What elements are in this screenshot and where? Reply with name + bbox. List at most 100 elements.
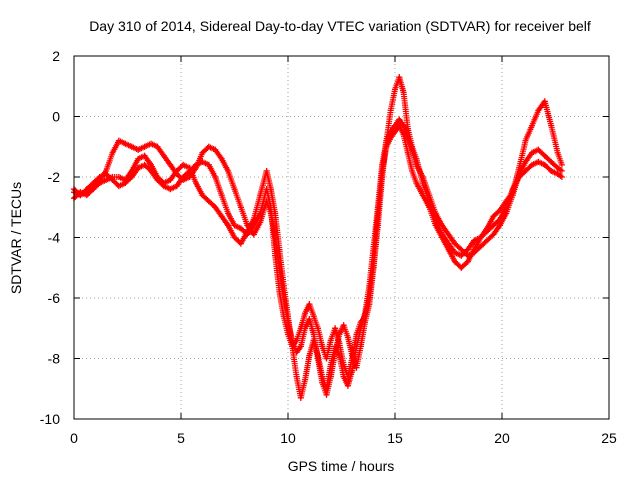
data-point bbox=[496, 216, 503, 223]
data-point bbox=[323, 391, 330, 398]
data-point bbox=[148, 161, 155, 168]
data-point bbox=[535, 107, 542, 114]
data-point bbox=[199, 149, 206, 156]
data-point bbox=[404, 149, 411, 156]
data-point bbox=[267, 204, 274, 211]
data-point bbox=[115, 174, 122, 180]
data-point bbox=[285, 331, 291, 338]
x-tick-label: 5 bbox=[177, 430, 185, 446]
data-point bbox=[250, 222, 257, 229]
data-point bbox=[439, 222, 446, 229]
series-track-3 bbox=[71, 122, 565, 380]
data-point bbox=[409, 167, 416, 174]
data-point bbox=[396, 122, 403, 129]
data-point bbox=[548, 122, 555, 129]
data-point bbox=[160, 183, 167, 190]
data-point bbox=[289, 343, 296, 350]
data-point bbox=[205, 198, 212, 205]
data-points bbox=[71, 74, 565, 401]
data-point bbox=[302, 376, 309, 383]
data-point bbox=[272, 252, 279, 259]
data-point bbox=[280, 282, 287, 289]
data-point bbox=[344, 382, 351, 389]
data-point bbox=[173, 167, 180, 174]
data-point bbox=[83, 192, 90, 199]
data-point bbox=[319, 373, 326, 380]
data-point bbox=[458, 246, 465, 253]
x-tick-label: 10 bbox=[280, 430, 296, 446]
data-point bbox=[432, 222, 439, 229]
y-tick-label: 2 bbox=[52, 48, 60, 64]
data-point bbox=[148, 140, 155, 147]
data-point bbox=[306, 352, 313, 359]
data-point bbox=[180, 161, 187, 168]
data-point bbox=[96, 174, 103, 180]
data-point bbox=[128, 174, 135, 180]
data-point bbox=[392, 128, 398, 135]
data-point bbox=[297, 325, 304, 332]
data-point bbox=[276, 288, 283, 295]
data-point bbox=[554, 164, 561, 171]
data-point bbox=[310, 313, 317, 320]
y-tick-label: -6 bbox=[48, 290, 61, 306]
data-point bbox=[349, 355, 356, 362]
data-point bbox=[464, 246, 471, 253]
x-tick-label: 25 bbox=[601, 430, 617, 446]
data-point bbox=[323, 355, 330, 362]
data-point bbox=[218, 213, 225, 220]
data-point bbox=[173, 183, 180, 190]
data-point bbox=[496, 222, 503, 229]
data-point bbox=[503, 204, 510, 211]
data-point bbox=[522, 167, 529, 174]
chart-title: Day 310 of 2014, Sidereal Day-to-day VTE… bbox=[89, 18, 591, 34]
data-point bbox=[451, 240, 458, 247]
data-point bbox=[293, 337, 300, 344]
data-point bbox=[548, 167, 555, 174]
data-point bbox=[419, 174, 426, 180]
data-point bbox=[413, 161, 420, 168]
data-point bbox=[122, 140, 129, 147]
data-point bbox=[522, 137, 529, 144]
x-axis-label: GPS time / hours bbox=[288, 458, 395, 474]
data-point bbox=[528, 149, 535, 156]
data-point bbox=[490, 222, 497, 229]
data-point bbox=[212, 146, 219, 153]
data-point bbox=[280, 313, 287, 320]
data-point bbox=[528, 161, 535, 168]
data-point bbox=[535, 146, 542, 153]
data-point bbox=[135, 146, 142, 153]
data-point bbox=[366, 295, 373, 301]
data-point bbox=[90, 180, 97, 187]
data-point bbox=[409, 146, 416, 153]
data-point bbox=[353, 331, 360, 338]
data-point bbox=[225, 210, 232, 217]
data-point bbox=[445, 246, 452, 253]
data-point bbox=[297, 343, 304, 350]
data-point bbox=[477, 234, 484, 241]
data-point bbox=[340, 361, 347, 368]
x-tick-label: 0 bbox=[70, 430, 78, 446]
data-point bbox=[180, 174, 187, 180]
data-point bbox=[199, 192, 206, 199]
data-point bbox=[160, 152, 167, 159]
data-point bbox=[141, 152, 148, 159]
data-point bbox=[302, 310, 309, 317]
data-point bbox=[336, 340, 343, 347]
data-point bbox=[205, 161, 212, 168]
data-point bbox=[439, 234, 446, 241]
data-point bbox=[400, 89, 407, 96]
data-point bbox=[231, 222, 238, 229]
data-point bbox=[332, 325, 339, 332]
data-point bbox=[327, 337, 334, 344]
data-point bbox=[362, 313, 369, 320]
data-point bbox=[323, 385, 330, 392]
data-point bbox=[528, 122, 535, 129]
data-point bbox=[490, 213, 497, 220]
data-point bbox=[250, 231, 257, 238]
data-point bbox=[154, 177, 161, 184]
data-point bbox=[458, 264, 465, 271]
x-tick-label: 20 bbox=[494, 430, 510, 446]
data-point bbox=[332, 343, 339, 350]
